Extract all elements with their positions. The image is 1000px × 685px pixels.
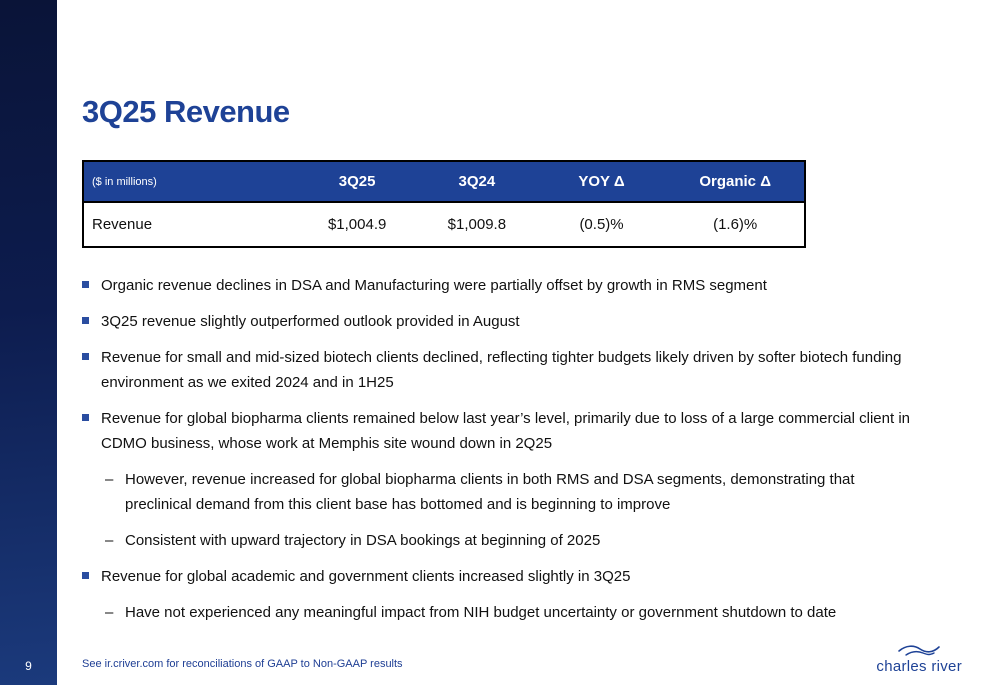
cell-yoy-delta-value: (0.5)% [536, 202, 667, 247]
list-item: Revenue for small and mid-sized biotech … [82, 345, 918, 395]
bullet-text: Have not experienced any meaningful impa… [125, 604, 837, 621]
table-row-revenue: Revenue $1,004.9 $1,009.8 (0.5)% (1.6)% [83, 202, 805, 247]
square-bullet-icon [82, 572, 89, 579]
footnote: See ir.criver.com for reconciliations of… [82, 658, 403, 670]
col-header-3q24: 3Q24 [417, 161, 537, 203]
dash-bullet-icon: – [105, 532, 114, 549]
square-bullet-icon [82, 353, 89, 360]
bullet-text: Consistent with upward trajectory in DSA… [125, 532, 601, 549]
slide-title: 3Q25 Revenue [82, 94, 290, 129]
bullet-text: Revenue for global biopharma clients rem… [101, 410, 910, 452]
table-header-row: ($ in millions) 3Q25 3Q24 YOY Δ Organic … [83, 161, 805, 203]
list-item-sub: – Have not experienced any meaningful im… [105, 600, 918, 625]
bullet-text: 3Q25 revenue slightly outperformed outlo… [101, 313, 520, 330]
list-item: 3Q25 revenue slightly outperformed outlo… [82, 309, 918, 334]
charles-river-logo: charles river [876, 643, 962, 675]
col-header-millions: ($ in millions) [83, 161, 298, 203]
cell-3q25-value: $1,004.9 [297, 202, 417, 247]
cell-organic-delta-value: (1.6)% [666, 202, 805, 247]
bullet-list: Organic revenue declines in DSA and Manu… [82, 273, 918, 636]
bullet-text: Revenue for global academic and governme… [101, 568, 631, 585]
list-item: Organic revenue declines in DSA and Manu… [82, 273, 918, 298]
bullet-text: Revenue for small and mid-sized biotech … [101, 349, 902, 391]
col-header-3q25: 3Q25 [297, 161, 417, 203]
square-bullet-icon [82, 317, 89, 324]
bullet-text: Organic revenue declines in DSA and Manu… [101, 277, 767, 294]
cell-3q24-value: $1,009.8 [417, 202, 537, 247]
revenue-table: ($ in millions) 3Q25 3Q24 YOY Δ Organic … [82, 160, 806, 248]
dash-bullet-icon: – [105, 471, 114, 488]
bullet-text: However, revenue increased for global bi… [125, 471, 855, 513]
cell-revenue-label: Revenue [83, 202, 298, 247]
col-header-organic-delta: Organic Δ [666, 161, 805, 203]
square-bullet-icon [82, 414, 89, 421]
page-number: 9 [25, 659, 32, 673]
logo-wordmark: charles river [876, 658, 962, 675]
col-header-yoy-delta: YOY Δ [536, 161, 667, 203]
list-item: Revenue for global biopharma clients rem… [82, 406, 918, 456]
list-item-sub: – However, revenue increased for global … [105, 467, 918, 517]
list-item: Revenue for global academic and governme… [82, 564, 918, 589]
square-bullet-icon [82, 281, 89, 288]
list-item-sub: – Consistent with upward trajectory in D… [105, 528, 918, 553]
river-wave-icon [898, 645, 941, 656]
dash-bullet-icon: – [105, 604, 114, 621]
left-accent-bar: 9 [0, 0, 57, 685]
